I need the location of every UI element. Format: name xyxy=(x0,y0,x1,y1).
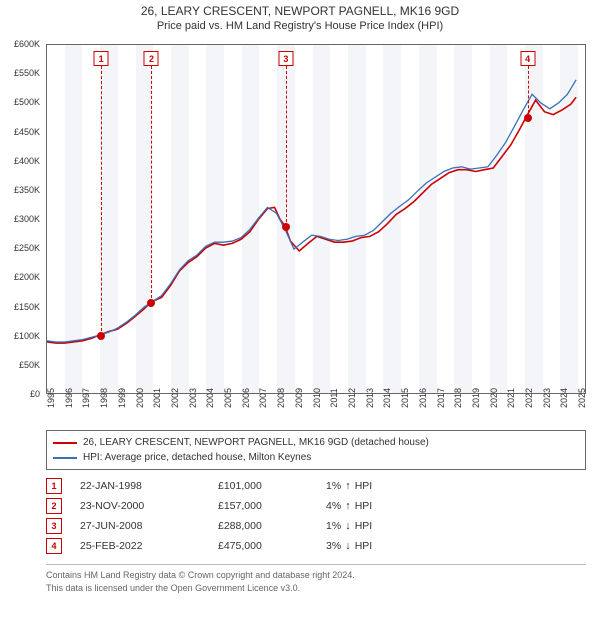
transaction-price: £157,000 xyxy=(218,500,308,512)
y-tick-label: £400K xyxy=(14,156,40,166)
marker-label: 4 xyxy=(520,51,535,66)
table-row: 2 23-NOV-2000 £157,000 4%↑HPI xyxy=(46,496,586,516)
transaction-delta: 4%↑HPI xyxy=(326,500,436,512)
x-axis: 1995199619971998199920002001200220032004… xyxy=(46,396,586,426)
marker-label: 1 xyxy=(94,51,109,66)
marker-line xyxy=(151,66,152,303)
y-tick-label: £550K xyxy=(14,68,40,78)
marker-label: 3 xyxy=(278,51,293,66)
transaction-marker: 2 xyxy=(46,498,62,514)
page-title: 26, LEARY CRESCENT, NEWPORT PAGNELL, MK1… xyxy=(0,0,600,20)
table-row: 4 25-FEB-2022 £475,000 3%↓HPI xyxy=(46,536,586,556)
transaction-table: 1 22-JAN-1998 £101,000 1%↑HPI 2 23-NOV-2000 £1… xyxy=(46,476,586,556)
transaction-delta: 3%↓HPI xyxy=(326,540,436,552)
arrow-up-icon: ↑ xyxy=(345,500,351,512)
transaction-marker: 3 xyxy=(46,518,62,534)
transaction-price: £101,000 xyxy=(218,480,308,492)
legend-item: HPI: Average price, detached house, Milt… xyxy=(53,450,579,465)
footer-line: Contains HM Land Registry data © Crown c… xyxy=(46,569,586,582)
transaction-delta: 1%↓HPI xyxy=(326,520,436,532)
table-row: 3 27-JUN-2008 £288,000 1%↓HPI xyxy=(46,516,586,536)
y-tick-label: £500K xyxy=(14,97,40,107)
marker-line xyxy=(528,66,529,118)
y-tick-label: £150K xyxy=(14,302,40,312)
arrow-down-icon: ↓ xyxy=(345,540,351,552)
footer: Contains HM Land Registry data © Crown c… xyxy=(46,564,586,594)
arrow-down-icon: ↓ xyxy=(345,520,351,532)
plot-area: 1 2 3 4 xyxy=(46,44,586,394)
y-tick-label: £250K xyxy=(14,243,40,253)
y-tick-label: £350K xyxy=(14,185,40,195)
legend-label: HPI: Average price, detached house, Milt… xyxy=(83,450,311,465)
legend: 26, LEARY CRESCENT, NEWPORT PAGNELL, MK1… xyxy=(46,430,586,470)
transaction-delta: 1%↑HPI xyxy=(326,480,436,492)
legend-swatch xyxy=(53,457,77,459)
y-tick-label: £300K xyxy=(14,214,40,224)
series-line xyxy=(47,97,576,343)
series-line xyxy=(47,80,576,342)
page-subtitle: Price paid vs. HM Land Registry's House … xyxy=(0,20,600,32)
marker-label: 2 xyxy=(144,51,159,66)
transaction-price: £288,000 xyxy=(218,520,308,532)
legend-swatch xyxy=(53,442,77,444)
y-tick-label: £600K xyxy=(14,39,40,49)
y-axis: £0£50K£100K£150K£200K£250K£300K£350K£400… xyxy=(0,44,42,394)
marker-dot xyxy=(147,299,155,307)
marker-dot xyxy=(524,114,532,122)
transaction-date: 27-JUN-2008 xyxy=(80,520,200,532)
transaction-marker: 1 xyxy=(46,478,62,494)
marker-line xyxy=(286,66,287,227)
transaction-price: £475,000 xyxy=(218,540,308,552)
arrow-up-icon: ↑ xyxy=(345,480,351,492)
y-tick-label: £0 xyxy=(30,389,40,399)
transaction-date: 25-FEB-2022 xyxy=(80,540,200,552)
y-tick-label: £50K xyxy=(19,360,40,370)
line-plot-svg xyxy=(47,45,585,393)
y-tick-label: £200K xyxy=(14,272,40,282)
legend-item: 26, LEARY CRESCENT, NEWPORT PAGNELL, MK1… xyxy=(53,435,579,450)
legend-label: 26, LEARY CRESCENT, NEWPORT PAGNELL, MK1… xyxy=(83,435,429,450)
marker-dot xyxy=(97,332,105,340)
footer-line: This data is licensed under the Open Gov… xyxy=(46,582,586,595)
table-row: 1 22-JAN-1998 £101,000 1%↑HPI xyxy=(46,476,586,496)
transaction-date: 22-JAN-1998 xyxy=(80,480,200,492)
chart: 1234 £0£50K£100K£150K£200K£250K£300K£350… xyxy=(46,44,586,394)
transaction-marker: 4 xyxy=(46,538,62,554)
marker-line xyxy=(101,66,102,336)
y-tick-label: £450K xyxy=(14,127,40,137)
transaction-date: 23-NOV-2000 xyxy=(80,500,200,512)
marker-dot xyxy=(282,223,290,231)
y-tick-label: £100K xyxy=(14,331,40,341)
